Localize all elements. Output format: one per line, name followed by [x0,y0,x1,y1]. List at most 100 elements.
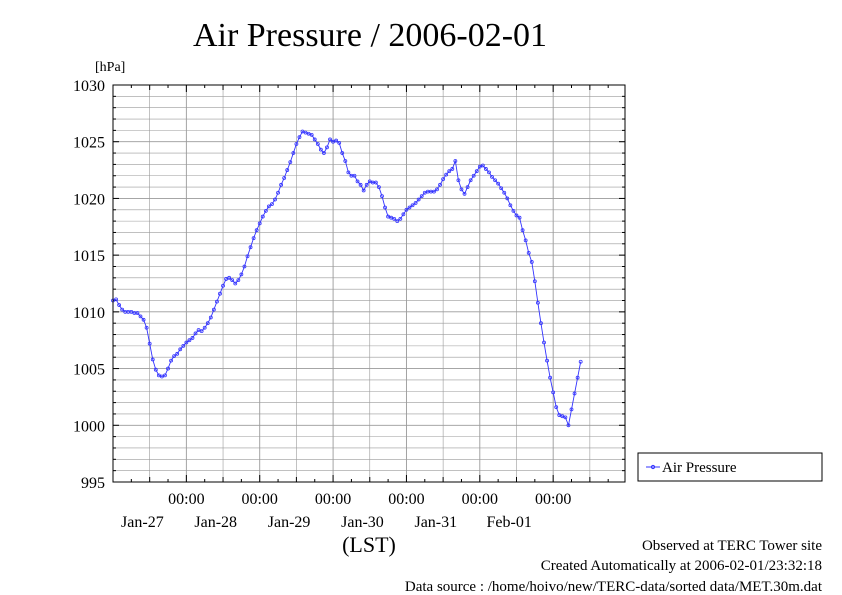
data-point [401,212,406,217]
data-point [441,177,446,182]
data-point [474,169,479,174]
data-point [422,190,427,195]
data-point [208,315,213,320]
x-tick-date-label: Feb-01 [487,514,532,531]
data-point [383,205,387,210]
data-point [205,321,210,326]
data-point [196,328,201,332]
data-point [260,214,265,219]
data-point [120,307,125,312]
data-point [419,194,424,199]
data-point [465,185,470,189]
data-point [242,264,247,269]
data-point [346,170,351,175]
data-point [535,300,540,305]
data-point [178,347,183,352]
axis-ticks [112,84,625,483]
data-point [416,197,421,202]
data-point [135,311,140,315]
data-point [410,203,415,208]
x-tick-time-label: 00:00 [241,491,277,508]
chart-title: Air Pressure / 2006-02-01 [193,17,547,54]
data-point [386,214,391,219]
data-point [227,275,232,280]
data-point [435,187,439,192]
data-point [221,283,225,288]
data-point [480,163,485,168]
data-point [175,351,180,356]
data-point [199,329,204,334]
data-point [557,413,562,417]
legend: Air Pressure [637,452,823,482]
grid-lines [113,85,625,482]
data-point [542,340,546,345]
y-tick-label: 1010 [73,305,105,322]
data-point [190,336,195,340]
data-point [233,281,238,286]
data-point [160,374,164,379]
x-tick-time-label: 00:00 [462,491,498,508]
data-point [236,278,241,283]
x-tick-labels: 00:00Jan-2700:00Jan-2800:00Jan-2900:00Ja… [121,491,571,531]
data-point [572,391,577,396]
data-point [487,170,491,175]
x-tick-date-label: Jan-28 [194,514,237,531]
data-point [163,373,167,378]
data-point [517,215,522,220]
data-point [184,340,189,345]
legend-label: Air Pressure [662,460,737,476]
data-point [218,291,222,296]
x-tick-date-label: Jan-27 [121,514,164,531]
data-point [239,272,244,277]
data-point [514,213,519,218]
data-point [447,169,452,174]
data-point [312,137,317,142]
data-point [523,238,528,243]
data-point [266,204,271,209]
data-point [511,209,516,213]
data-point [413,201,418,205]
data-point [303,130,308,135]
data-point [169,358,173,363]
data-point [245,254,250,259]
data-point [496,181,501,186]
data-point [373,180,378,185]
data-point [505,196,510,201]
data-point [545,358,549,363]
data-point [502,190,507,195]
data-point [270,202,274,207]
data-point [578,359,583,364]
data-point [318,147,323,152]
data-point [306,131,311,136]
data-point [563,415,568,420]
data-point [459,187,464,192]
x-axis-label: (LST) [342,532,396,557]
data-point [166,366,170,371]
data-point [432,189,436,194]
data-point [325,145,329,150]
data-point [211,307,216,312]
data-point [285,168,290,172]
x-tick-date-label: Jan-29 [268,514,311,531]
data-point [156,373,161,378]
y-tick-label: 1020 [73,191,105,208]
data-point [291,151,296,155]
data-point [358,182,363,187]
data-point [172,354,177,358]
data-point [438,182,442,187]
data-point [529,260,534,264]
data-point [288,160,293,165]
data-point [554,405,559,410]
data-point [453,159,458,163]
data-point [294,142,299,146]
data-point [282,176,287,180]
data-point [138,314,143,319]
y-tick-label: 1030 [73,78,105,95]
data-point [526,250,531,255]
data-point [477,164,482,169]
data-point [117,303,122,307]
y-tick-label: 1015 [73,248,105,265]
data-point [395,219,400,224]
data-point [389,215,394,220]
y-tick-label: 1005 [73,362,105,379]
